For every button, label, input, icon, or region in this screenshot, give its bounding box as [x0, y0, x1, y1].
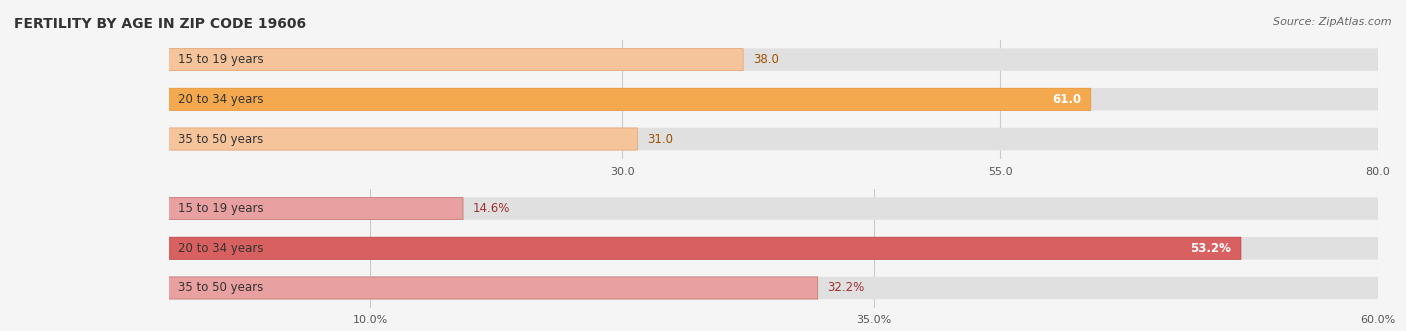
FancyBboxPatch shape [169, 128, 1378, 150]
FancyBboxPatch shape [169, 48, 1378, 71]
Text: 20 to 34 years: 20 to 34 years [179, 242, 264, 255]
FancyBboxPatch shape [169, 197, 1378, 220]
FancyBboxPatch shape [169, 277, 818, 299]
Text: 31.0: 31.0 [647, 132, 673, 146]
Text: FERTILITY BY AGE IN ZIP CODE 19606: FERTILITY BY AGE IN ZIP CODE 19606 [14, 17, 307, 30]
Text: 14.6%: 14.6% [472, 202, 510, 215]
Text: Source: ZipAtlas.com: Source: ZipAtlas.com [1274, 17, 1392, 26]
Text: 32.2%: 32.2% [827, 281, 865, 295]
FancyBboxPatch shape [169, 88, 1091, 110]
FancyBboxPatch shape [169, 88, 1378, 111]
Text: 53.2%: 53.2% [1191, 242, 1232, 255]
FancyBboxPatch shape [169, 198, 463, 219]
FancyBboxPatch shape [169, 277, 1378, 299]
Text: 15 to 19 years: 15 to 19 years [179, 202, 264, 215]
Text: 20 to 34 years: 20 to 34 years [179, 93, 264, 106]
Text: 61.0: 61.0 [1052, 93, 1081, 106]
Text: 35 to 50 years: 35 to 50 years [179, 281, 264, 295]
Text: 15 to 19 years: 15 to 19 years [179, 53, 264, 66]
Text: 38.0: 38.0 [752, 53, 779, 66]
FancyBboxPatch shape [169, 237, 1378, 260]
FancyBboxPatch shape [169, 128, 637, 150]
Text: 35 to 50 years: 35 to 50 years [179, 132, 264, 146]
FancyBboxPatch shape [169, 49, 744, 71]
FancyBboxPatch shape [169, 237, 1241, 259]
